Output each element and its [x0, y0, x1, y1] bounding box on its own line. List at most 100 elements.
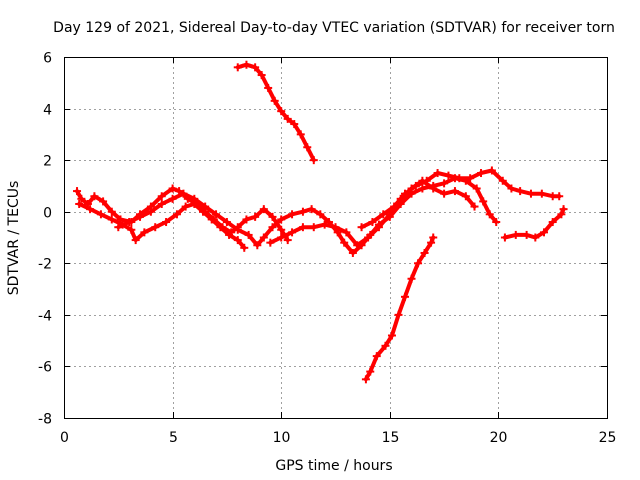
- data-point: [298, 223, 307, 232]
- data-point: [244, 230, 253, 239]
- data-point: [181, 202, 190, 211]
- data-point: [233, 63, 242, 72]
- data-point: [162, 218, 171, 227]
- data-point: [242, 215, 251, 224]
- y-tick-label: -2: [38, 257, 52, 273]
- data-point: [207, 215, 216, 224]
- data-point: [548, 218, 557, 227]
- data-point: [522, 230, 531, 239]
- data-point: [240, 243, 249, 252]
- data-point: [107, 215, 116, 224]
- data-point: [277, 107, 286, 116]
- series-arc-6: [500, 205, 568, 242]
- data-point: [420, 248, 429, 257]
- y-tick-label: -6: [38, 360, 52, 376]
- data-point: [353, 241, 362, 250]
- data-point: [444, 171, 453, 180]
- x-tick-label: 25: [599, 430, 617, 446]
- data-point: [411, 181, 420, 190]
- data-point: [316, 210, 325, 219]
- data-point: [90, 192, 99, 201]
- y-axis-label: SDTVAR / TECUs: [6, 181, 22, 296]
- y-tick-label: 2: [43, 154, 52, 170]
- data-point: [387, 331, 396, 340]
- data-point: [450, 187, 459, 196]
- data-point: [298, 207, 307, 216]
- x-tick-label: 20: [490, 430, 508, 446]
- data-point: [379, 210, 388, 219]
- data-point: [492, 218, 501, 227]
- x-tick-label: 15: [382, 430, 400, 446]
- series-arc-8: [361, 233, 438, 384]
- data-point: [455, 174, 464, 183]
- data-point: [140, 228, 149, 237]
- data-point: [331, 223, 340, 232]
- data-point: [251, 63, 260, 72]
- data-point: [309, 156, 318, 165]
- data-point: [357, 223, 366, 232]
- data-point: [472, 184, 481, 193]
- data-point: [99, 197, 108, 206]
- data-point: [427, 238, 436, 247]
- data-point: [268, 223, 277, 232]
- data-point: [540, 228, 549, 237]
- grid-lines: [64, 57, 607, 418]
- data-point: [107, 207, 116, 216]
- data-point: [233, 225, 242, 234]
- series-line: [363, 235, 436, 382]
- data-point: [516, 187, 525, 196]
- data-point: [199, 207, 208, 216]
- data-point: [418, 184, 427, 193]
- data-point: [555, 192, 564, 201]
- data-point: [348, 248, 357, 257]
- data-point: [309, 223, 318, 232]
- data-point: [190, 194, 199, 203]
- data-point: [146, 207, 155, 216]
- data-point: [266, 238, 275, 247]
- data-point: [283, 114, 292, 123]
- data-point: [507, 184, 516, 193]
- data-point: [253, 241, 262, 250]
- data-point: [303, 143, 312, 152]
- data-point: [466, 174, 475, 183]
- data-point: [526, 189, 535, 198]
- data-point: [216, 223, 225, 232]
- data-point: [429, 233, 438, 242]
- data-point: [487, 166, 496, 175]
- data-point: [394, 310, 403, 319]
- data-point: [270, 96, 279, 105]
- data-point: [296, 130, 305, 139]
- series-line: [116, 176, 499, 255]
- data-point: [277, 233, 286, 242]
- data-point: [364, 233, 373, 242]
- data-point: [233, 236, 242, 245]
- y-tick-label: 0: [43, 206, 52, 222]
- data-point: [77, 194, 86, 203]
- data-point: [288, 210, 297, 219]
- data-point: [461, 192, 470, 201]
- data-point: [86, 205, 95, 214]
- chart-title: Day 129 of 2021, Sidereal Day-to-day VTE…: [53, 20, 615, 36]
- data-point: [75, 199, 84, 208]
- tick-labels: 0 5 10 15 20 25 -8 -6 -4 -2 0 2 4 6: [38, 51, 616, 447]
- data-point: [422, 176, 431, 185]
- data-point: [500, 233, 509, 242]
- y-tick-label: 4: [43, 103, 52, 119]
- data-point: [320, 220, 329, 229]
- data-point: [131, 236, 140, 245]
- data-point: [342, 228, 351, 237]
- data-point: [277, 225, 286, 234]
- data-point: [498, 176, 507, 185]
- data-point: [401, 292, 410, 301]
- data-point: [440, 179, 449, 188]
- data-point: [433, 169, 442, 178]
- data-point: [157, 199, 166, 208]
- data-point: [264, 83, 273, 92]
- data-point: [477, 169, 486, 178]
- data-point: [407, 274, 416, 283]
- data-point: [559, 205, 568, 214]
- data-point: [361, 375, 370, 384]
- data-point: [251, 212, 260, 221]
- data-point: [485, 210, 494, 219]
- data-point: [277, 215, 286, 224]
